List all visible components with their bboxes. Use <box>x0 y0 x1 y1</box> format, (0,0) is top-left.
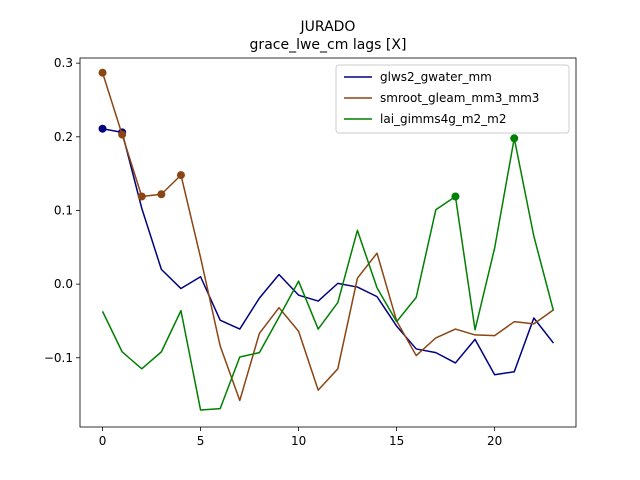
y-tick-label: 0.3 <box>54 56 73 70</box>
series-marker-smroot_gleam_mm3_mm3 <box>176 171 185 180</box>
series-layer <box>98 68 555 411</box>
axes-frame <box>79 57 577 428</box>
series-marker-smroot_gleam_mm3_mm3 <box>98 68 107 77</box>
chart-title: JURADO <box>300 19 356 35</box>
chart-subtitle: grace_lwe_cm lags [X] <box>250 37 407 53</box>
y-tick-label: 0.0 <box>54 277 73 291</box>
x-tick-label: 10 <box>291 434 306 448</box>
series-marker-lai_gimms4g_m2_m2 <box>451 192 460 201</box>
y-tick-label: 0.2 <box>54 130 73 144</box>
series-line-glws2_gwater_mm <box>102 127 555 376</box>
series-line-lai_gimms4g_m2_m2 <box>101 137 555 411</box>
axis-ticks: 0 5 10 15 20 −0.1 0.0 0.1 0.2 0.3 <box>44 56 502 448</box>
y-tick-label: −0.1 <box>44 351 73 365</box>
legend-label: glws2_gwater_mm <box>380 70 492 84</box>
legend-label: lai_gimms4g_m2_m2 <box>380 112 507 126</box>
series-marker-smroot_gleam_mm3_mm3 <box>137 192 146 201</box>
series-line-smroot_gleam_mm3_mm3 <box>101 72 554 402</box>
y-tick-label: 0.1 <box>54 203 73 217</box>
series-marker-smroot_gleam_mm3_mm3 <box>118 130 127 139</box>
legend: glws2_gwater_mm smroot_gleam_mm3_mm3 lai_g… <box>335 64 570 134</box>
plot-area <box>79 57 577 428</box>
x-tick-label: 5 <box>197 434 205 448</box>
x-tick-label: 0 <box>99 434 107 448</box>
series-marker-lai_gimms4g_m2_m2 <box>510 134 519 143</box>
x-tick-label: 15 <box>389 434 404 448</box>
series-marker-glws2_gwater_mm <box>98 124 107 133</box>
legend-box <box>335 64 570 134</box>
series-marker-smroot_gleam_mm3_mm3 <box>157 190 166 199</box>
legend-label: smroot_gleam_mm3_mm3 <box>380 91 539 105</box>
x-tick-label: 20 <box>487 434 502 448</box>
